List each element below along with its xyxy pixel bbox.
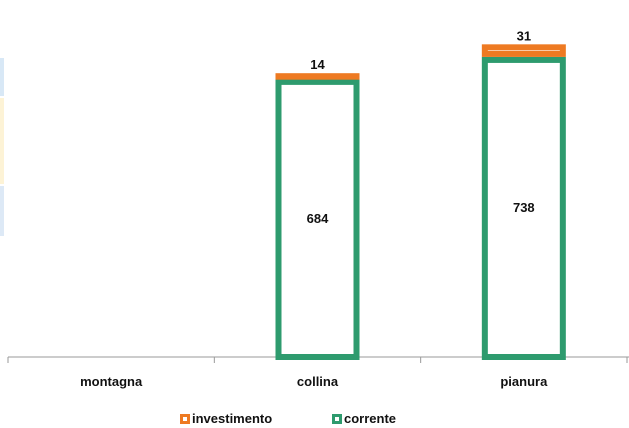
x-tick-label-collina: collina (297, 374, 339, 389)
bar-corrente-collina (275, 78, 360, 361)
legend-label-corrente: corrente (344, 411, 397, 426)
bar-investimento-collina (275, 73, 360, 80)
x-tick-label-montagna: montagna (80, 374, 143, 389)
data-label-investimento-pianura: 31 (517, 28, 531, 43)
data-label-corrente-collina: 684 (307, 211, 329, 226)
bar-corrente-pianura (481, 56, 566, 360)
legend-label-investimento: investimento (192, 411, 273, 426)
left-strip-bottom (0, 186, 4, 236)
left-strip-middle (0, 98, 4, 184)
legend-item-corrente: corrente (332, 411, 396, 426)
data-label-corrente-pianura: 738 (513, 200, 535, 215)
legend-swatch-corrente (332, 413, 342, 424)
left-strip-top (0, 58, 4, 96)
legend-item-investimento: investimento (180, 411, 272, 426)
legend-swatch-investimento (180, 413, 190, 424)
chart-plot: montagna collina pianura 684 14 738 31 (7, 28, 629, 389)
bar-investimento-pianura (481, 44, 566, 57)
legend: investimento corrente (0, 411, 629, 427)
data-label-investimento-collina: 14 (310, 57, 325, 72)
x-tick-label-pianura: pianura (500, 374, 548, 389)
